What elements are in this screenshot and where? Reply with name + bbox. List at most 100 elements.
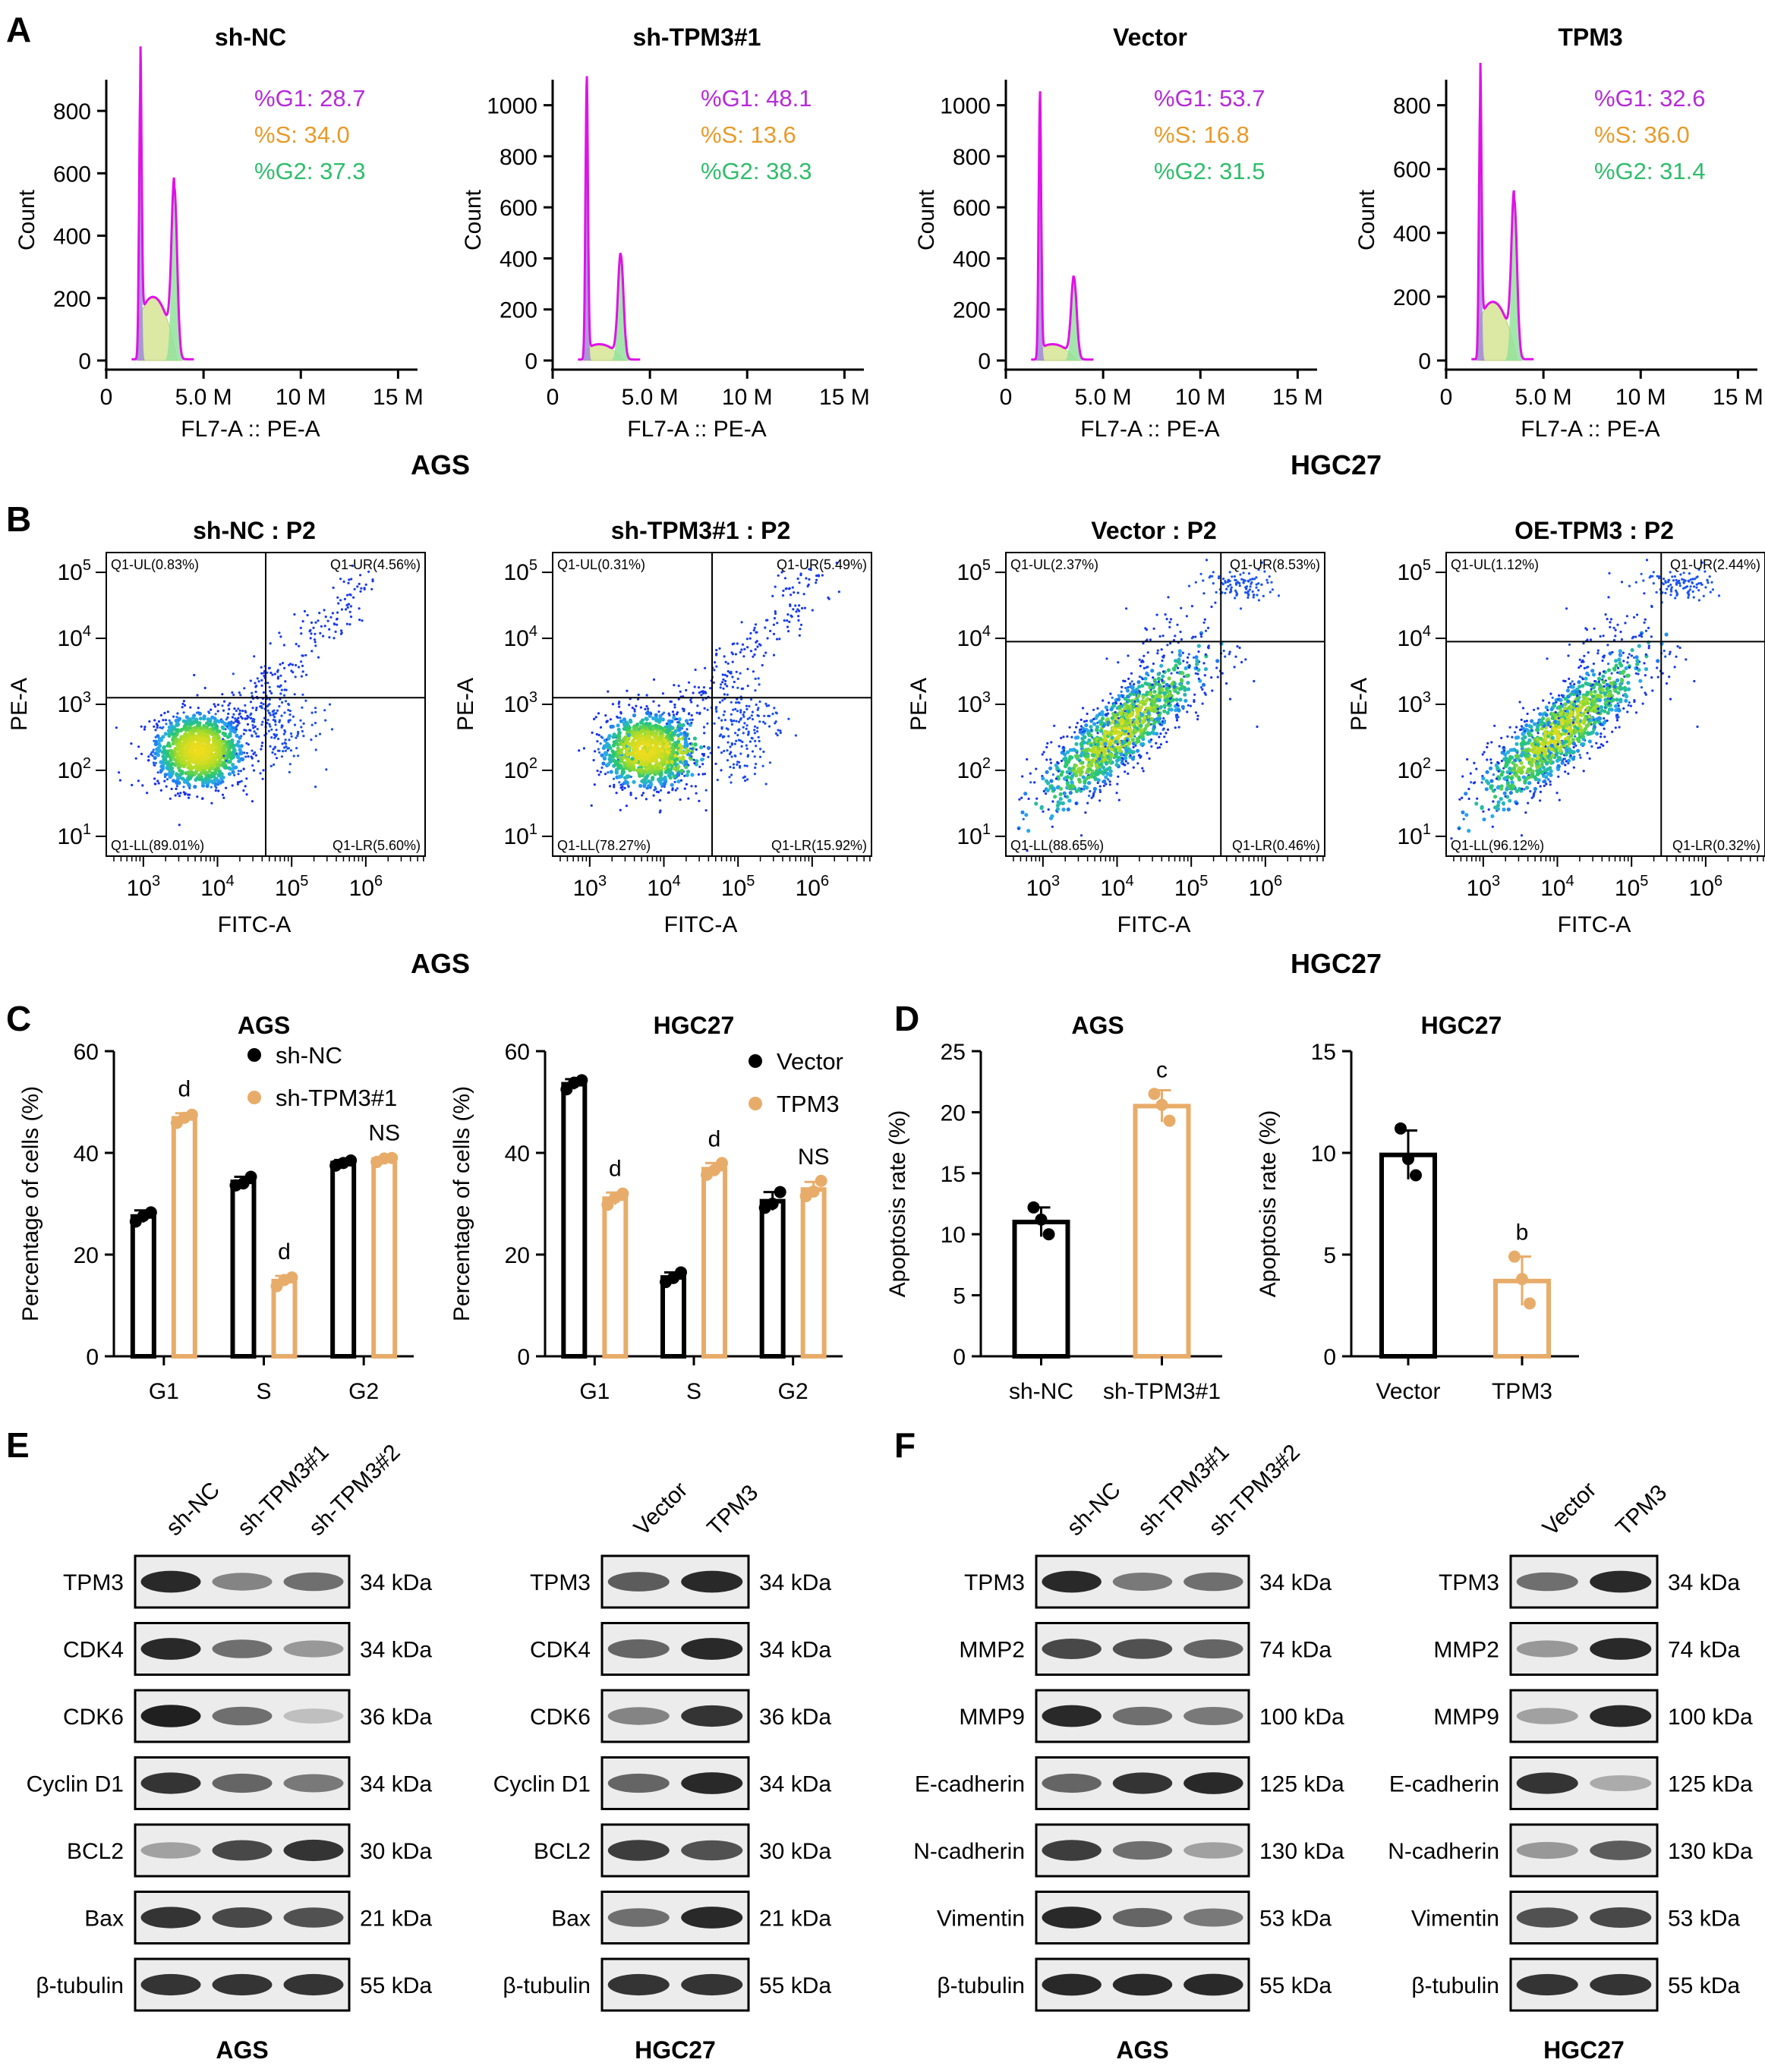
scatter-point	[609, 718, 613, 721]
scatter-point	[1587, 651, 1590, 654]
scatter-point	[772, 653, 776, 657]
scatter-point	[701, 763, 704, 766]
scatter-point	[1029, 781, 1032, 784]
scatter-point	[1506, 807, 1511, 812]
scatter-point	[687, 681, 691, 684]
scatter-point	[625, 805, 629, 808]
scatter-point	[679, 690, 682, 693]
scatter-point	[314, 786, 317, 789]
scatter-points	[1016, 559, 1281, 852]
scatter-point	[1045, 788, 1050, 793]
scatter-point	[208, 719, 213, 723]
scatter-point	[1539, 799, 1542, 802]
scatter-point	[1187, 584, 1191, 587]
scatter-point	[622, 755, 626, 760]
scatter-point	[1138, 658, 1141, 661]
scatter-point	[237, 770, 240, 773]
scatter-point	[231, 716, 234, 719]
scatter-point	[1167, 694, 1171, 698]
scatter-point	[1143, 676, 1148, 681]
scatter-point	[694, 668, 697, 672]
scatter-point	[1159, 743, 1162, 746]
scatter-point	[625, 775, 629, 779]
scatter-point	[643, 735, 648, 739]
scatter-point	[222, 700, 226, 703]
scatter-point	[1603, 727, 1606, 730]
scatter-point	[179, 760, 184, 764]
scatter-point	[764, 619, 768, 622]
scatter-point	[188, 796, 191, 799]
scatter-point	[304, 653, 307, 657]
scatter-point	[652, 794, 655, 797]
scatter-point	[700, 757, 704, 762]
scatter-point	[743, 647, 746, 651]
scatter-point	[623, 786, 626, 789]
scatter-point	[300, 726, 303, 729]
scatter-point	[666, 735, 671, 739]
scatter-point	[337, 602, 340, 605]
scatter-point	[210, 771, 215, 776]
scatter-point	[231, 770, 235, 775]
scatter-point	[1194, 655, 1199, 660]
scatter-point	[1096, 738, 1101, 744]
scatter-point	[1094, 763, 1098, 767]
scatter-point	[1074, 742, 1079, 746]
scatter-point	[1101, 716, 1105, 721]
scatter-point	[641, 724, 647, 729]
scatter-point	[201, 783, 206, 788]
scatter-point	[214, 705, 217, 708]
scatter-point	[251, 735, 254, 738]
y-tick-label: 104	[957, 623, 991, 651]
scatter-point	[296, 734, 299, 738]
scatter-point	[687, 797, 690, 800]
scatter-point	[253, 655, 256, 658]
scatter-point	[1157, 680, 1160, 683]
scatter-point	[682, 710, 686, 713]
scatter-point	[1045, 745, 1048, 749]
scatter-point	[691, 748, 694, 751]
scatter-point	[715, 665, 718, 668]
scatter-point	[227, 704, 230, 707]
scatter-point	[1135, 707, 1139, 711]
scatter-point	[750, 714, 753, 717]
scatter-point	[231, 691, 234, 694]
y-tick-label: 0	[525, 349, 537, 374]
scatter-point	[1205, 559, 1209, 562]
scatter-point	[169, 721, 173, 726]
scatter-point	[1139, 723, 1143, 728]
scatter-point	[796, 608, 799, 611]
scatter-point	[1161, 670, 1165, 673]
scatter-point	[739, 739, 742, 742]
scatter-point	[1215, 590, 1218, 594]
scatter-point	[291, 663, 295, 666]
scatter-point	[219, 772, 224, 776]
scatter-point	[785, 587, 788, 590]
scatter-point	[1253, 578, 1256, 581]
scatter-point	[256, 677, 259, 680]
scatter-point	[163, 711, 166, 715]
scatter-point	[752, 655, 755, 658]
scatter-point	[1238, 646, 1241, 650]
scatter-point	[1101, 771, 1106, 776]
scatter-point	[723, 710, 726, 713]
scatter-point	[340, 608, 343, 611]
scatter-point	[193, 785, 197, 789]
scatter-point	[732, 708, 735, 711]
y-tick-label: 400	[53, 225, 91, 250]
scatter-point	[221, 793, 225, 796]
scatter-point	[172, 779, 176, 783]
scatter-point	[1636, 613, 1639, 616]
scatter-point	[646, 707, 650, 710]
scatter-point	[213, 735, 218, 739]
scatter-point	[1065, 770, 1070, 775]
scatter-point	[1177, 726, 1180, 729]
scatter-point	[283, 746, 286, 749]
scatter-point	[1096, 746, 1101, 751]
scatter-point	[808, 578, 811, 581]
scatter-point	[1177, 649, 1182, 653]
scatter-point	[740, 621, 743, 624]
scatter-point	[633, 710, 636, 713]
scatter-point	[1572, 766, 1575, 769]
scatter-point	[1139, 742, 1144, 747]
scatter-point	[635, 722, 640, 727]
